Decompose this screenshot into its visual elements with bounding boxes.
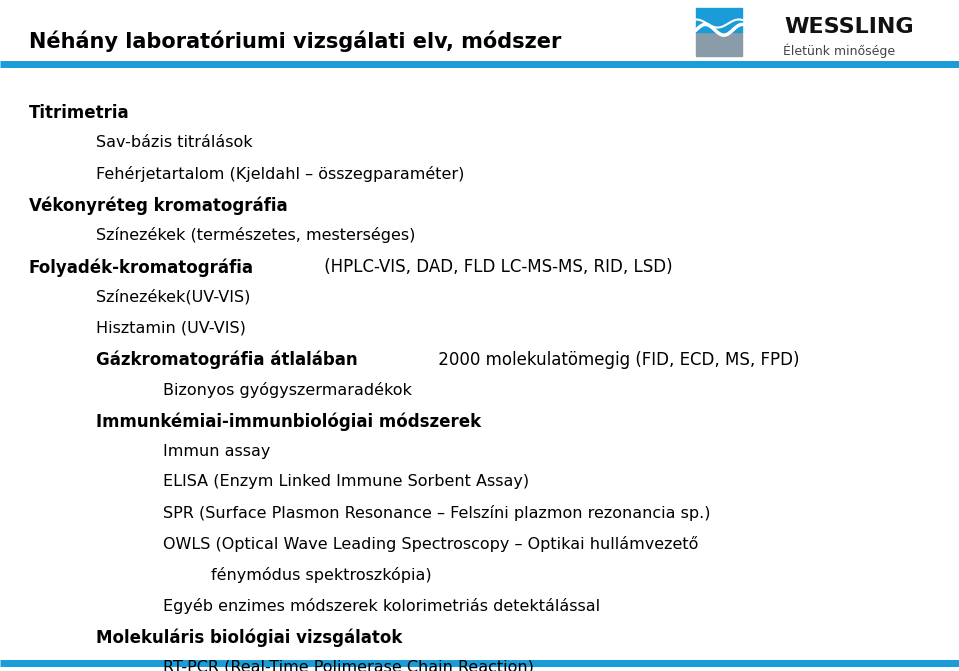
Text: Vékonyréteg kromatográfia: Vékonyréteg kromatográfia	[29, 197, 288, 215]
Text: Immunkémiai-immunbiológiai módszerek: Immunkémiai-immunbiológiai módszerek	[96, 413, 481, 431]
Text: Egyéb enzimes módszerek kolorimetriás detektálással: Egyéb enzimes módszerek kolorimetriás de…	[163, 598, 600, 614]
Text: (HPLC-VIS, DAD, FLD LC-MS-MS, RID, LSD): (HPLC-VIS, DAD, FLD LC-MS-MS, RID, LSD)	[319, 258, 672, 276]
Text: Néhány laboratóriumi vizsgálati elv, módszer: Néhány laboratóriumi vizsgálati elv, mód…	[29, 30, 561, 52]
Text: RT-PCR (Real-Time Polimerase Chain Reaction): RT-PCR (Real-Time Polimerase Chain React…	[163, 660, 534, 671]
Text: Bizonyos gyógyszermaradékok: Bizonyos gyógyszermaradékok	[163, 382, 412, 398]
Bar	[696, 32, 742, 56]
Text: WESSLING: WESSLING	[784, 17, 914, 37]
Text: Színezékek(UV-VIS): Színezékek(UV-VIS)	[96, 289, 250, 305]
Text: Molekuláris biológiai vizsgálatok: Molekuláris biológiai vizsgálatok	[96, 629, 402, 648]
Text: OWLS (Optical Wave Leading Spectroscopy – Optikai hullámvezető: OWLS (Optical Wave Leading Spectroscopy …	[163, 536, 698, 552]
Bar	[696, 8, 742, 32]
Text: Sav-bázis titrálások: Sav-bázis titrálások	[96, 135, 252, 150]
Text: Fehérjetartalom (Kjeldahl – összegparaméter): Fehérjetartalom (Kjeldahl – összegparamé…	[96, 166, 464, 182]
Text: SPR (Surface Plasmon Resonance – Felszíni plazmon rezonancia sp.): SPR (Surface Plasmon Resonance – Felszín…	[163, 505, 711, 521]
Text: ELISA (Enzym Linked Immune Sorbent Assay): ELISA (Enzym Linked Immune Sorbent Assay…	[163, 474, 529, 489]
Text: Titrimetria: Titrimetria	[29, 104, 129, 122]
Text: Színezékek (természetes, mesterséges): Színezékek (természetes, mesterséges)	[96, 227, 415, 244]
Text: Gázkromatográfia átlalában: Gázkromatográfia átlalában	[96, 351, 358, 370]
Text: Immun assay: Immun assay	[163, 444, 270, 458]
Text: Hisztamin (UV-VIS): Hisztamin (UV-VIS)	[96, 320, 246, 335]
Text: fénymódus spektroszkópia): fénymódus spektroszkópia)	[211, 567, 432, 583]
Text: Folyadék-kromatográfia: Folyadék-kromatográfia	[29, 258, 254, 277]
Text: Életünk minősége: Életünk minősége	[784, 44, 895, 58]
Text: 2000 molekulatömegig (FID, ECD, MS, FPD): 2000 molekulatömegig (FID, ECD, MS, FPD)	[433, 351, 800, 369]
